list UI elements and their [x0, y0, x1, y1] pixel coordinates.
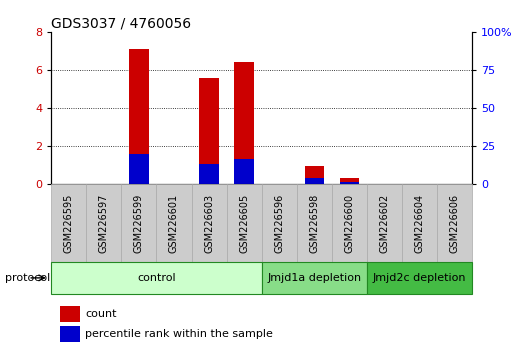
Bar	[437, 184, 472, 262]
Bar	[227, 184, 262, 262]
Text: GSM226596: GSM226596	[274, 193, 284, 253]
Bar	[297, 184, 332, 262]
Bar	[367, 262, 472, 294]
Text: GSM226605: GSM226605	[239, 193, 249, 253]
Text: GSM226602: GSM226602	[379, 193, 389, 253]
Text: GSM226606: GSM226606	[449, 193, 460, 253]
Text: GSM226597: GSM226597	[99, 193, 109, 253]
Bar	[332, 184, 367, 262]
Text: Jmjd1a depletion: Jmjd1a depletion	[267, 273, 361, 283]
Bar	[156, 184, 191, 262]
Bar	[51, 184, 86, 262]
Bar	[234, 62, 254, 184]
Bar	[129, 154, 149, 184]
Bar	[60, 306, 80, 321]
Text: GSM226598: GSM226598	[309, 193, 319, 253]
Text: percentile rank within the sample: percentile rank within the sample	[85, 330, 273, 339]
Bar	[402, 184, 437, 262]
Bar	[305, 178, 324, 184]
Bar	[122, 184, 156, 262]
Bar	[60, 326, 80, 342]
Text: GSM226604: GSM226604	[415, 193, 424, 253]
Text: GSM226600: GSM226600	[344, 193, 354, 253]
Text: GSM226603: GSM226603	[204, 193, 214, 253]
Bar	[262, 184, 297, 262]
Text: control: control	[137, 273, 176, 283]
Bar	[367, 184, 402, 262]
Text: GSM226599: GSM226599	[134, 193, 144, 253]
Bar	[305, 166, 324, 184]
Text: GSM226595: GSM226595	[64, 193, 74, 253]
Bar	[86, 184, 122, 262]
Bar	[234, 159, 254, 184]
Text: count: count	[85, 309, 116, 319]
Bar	[51, 262, 262, 294]
Bar	[191, 184, 227, 262]
Bar	[129, 49, 149, 184]
Text: protocol: protocol	[5, 273, 50, 283]
Text: GDS3037 / 4760056: GDS3037 / 4760056	[51, 17, 191, 31]
Bar	[340, 182, 359, 184]
Bar	[262, 262, 367, 294]
Text: Jmjd2c depletion: Jmjd2c depletion	[372, 273, 466, 283]
Bar	[340, 178, 359, 184]
Text: GSM226601: GSM226601	[169, 193, 179, 253]
Bar	[200, 79, 219, 184]
Bar	[200, 164, 219, 184]
